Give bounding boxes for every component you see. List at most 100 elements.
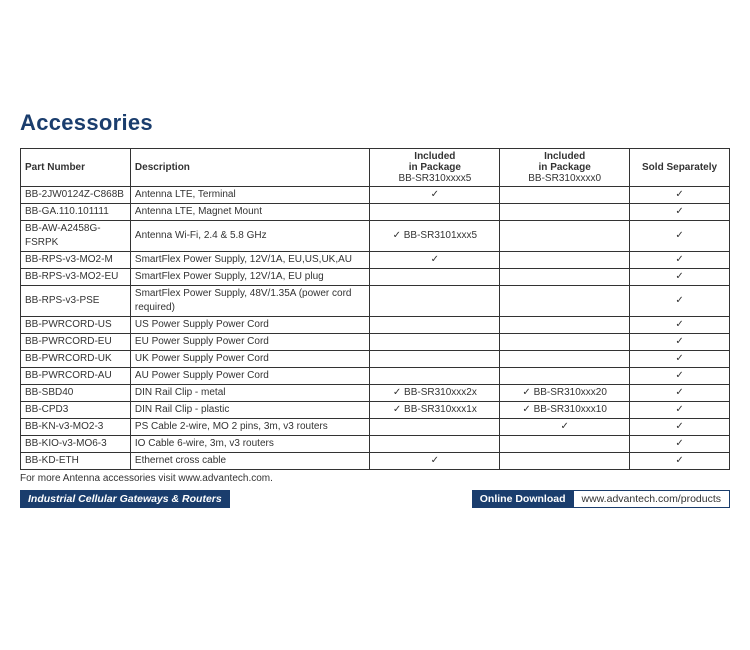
header-pkg5: Included in Package BB-SR310xxxx5 <box>370 149 500 187</box>
cell-description: Ethernet cross cable <box>130 453 370 470</box>
footer-left: Industrial Cellular Gateways & Routers <box>20 490 230 508</box>
table-row: BB-RPS-v3-MO2-MSmartFlex Power Supply, 1… <box>21 252 730 269</box>
cell-description: AU Power Supply Power Cord <box>130 368 370 385</box>
cell-part-number: BB-KD-ETH <box>21 453 131 470</box>
cell-sold: ✓ <box>630 453 730 470</box>
cell-sold: ✓ <box>630 204 730 221</box>
accessories-table: Part Number Description Included in Pack… <box>20 148 730 470</box>
table-row: BB-PWRCORD-AUAU Power Supply Power Cord ✓ <box>21 368 730 385</box>
cell-pkg5 <box>370 351 500 368</box>
cell-sold: ✓ <box>630 252 730 269</box>
header-description: Description <box>130 149 370 187</box>
cell-pkg0: ✓ BB-SR310xxx10 <box>500 402 630 419</box>
table-row: BB-KN-v3-MO2-3PS Cable 2-wire, MO 2 pins… <box>21 419 730 436</box>
cell-description: IO Cable 6-wire, 3m, v3 routers <box>130 436 370 453</box>
cell-part-number: BB-KN-v3-MO2-3 <box>21 419 131 436</box>
cell-pkg0 <box>500 269 630 286</box>
cell-sold: ✓ <box>630 385 730 402</box>
cell-part-number: BB-2JW0124Z-C868B <box>21 187 131 204</box>
cell-pkg5: ✓ BB-SR3101xxx5 <box>370 221 500 252</box>
cell-sold: ✓ <box>630 436 730 453</box>
cell-description: DIN Rail Clip - plastic <box>130 402 370 419</box>
cell-description: Antenna LTE, Terminal <box>130 187 370 204</box>
cell-pkg5 <box>370 317 500 334</box>
table-row: BB-KD-ETHEthernet cross cable✓✓ <box>21 453 730 470</box>
cell-sold: ✓ <box>630 351 730 368</box>
cell-pkg5 <box>370 436 500 453</box>
cell-description: DIN Rail Clip - metal <box>130 385 370 402</box>
cell-pkg5 <box>370 286 500 317</box>
cell-pkg0: ✓ <box>500 419 630 436</box>
table-row: BB-SBD40DIN Rail Clip - metal✓ BB-SR310x… <box>21 385 730 402</box>
footnote: For more Antenna accessories visit www.a… <box>20 473 730 484</box>
cell-pkg5 <box>370 334 500 351</box>
cell-part-number: BB-RPS-v3-PSE <box>21 286 131 317</box>
cell-pkg5: ✓ BB-SR310xxx1x <box>370 402 500 419</box>
cell-description: US Power Supply Power Cord <box>130 317 370 334</box>
footer-bar: Industrial Cellular Gateways & Routers O… <box>20 490 730 508</box>
cell-pkg0 <box>500 221 630 252</box>
table-row: BB-RPS-v3-MO2-EUSmartFlex Power Supply, … <box>21 269 730 286</box>
cell-part-number: BB-CPD3 <box>21 402 131 419</box>
table-row: BB-RPS-v3-PSESmartFlex Power Supply, 48V… <box>21 286 730 317</box>
cell-pkg0 <box>500 334 630 351</box>
cell-pkg0 <box>500 187 630 204</box>
header-pkg5-line2: in Package <box>409 162 461 173</box>
cell-description: EU Power Supply Power Cord <box>130 334 370 351</box>
cell-pkg5: ✓ <box>370 252 500 269</box>
cell-pkg5 <box>370 419 500 436</box>
cell-sold: ✓ <box>630 187 730 204</box>
cell-part-number: BB-PWRCORD-UK <box>21 351 131 368</box>
cell-pkg5 <box>370 269 500 286</box>
cell-description: SmartFlex Power Supply, 12V/1A, EU plug <box>130 269 370 286</box>
cell-part-number: BB-RPS-v3-MO2-M <box>21 252 131 269</box>
table-row: BB-PWRCORD-EUEU Power Supply Power Cord ✓ <box>21 334 730 351</box>
cell-pkg5 <box>370 368 500 385</box>
cell-description: SmartFlex Power Supply, 48V/1.35A (power… <box>130 286 370 317</box>
cell-description: UK Power Supply Power Cord <box>130 351 370 368</box>
cell-description: Antenna LTE, Magnet Mount <box>130 204 370 221</box>
footer-gap <box>230 490 472 508</box>
table-row: BB-KIO-v3-MO6-3IO Cable 6-wire, 3m, v3 r… <box>21 436 730 453</box>
header-pkg5-line3: BB-SR310xxxx5 <box>374 173 495 184</box>
cell-sold: ✓ <box>630 317 730 334</box>
cell-sold: ✓ <box>630 221 730 252</box>
cell-pkg5: ✓ BB-SR310xxx2x <box>370 385 500 402</box>
cell-sold: ✓ <box>630 402 730 419</box>
cell-part-number: BB-RPS-v3-MO2-EU <box>21 269 131 286</box>
section-title: Accessories <box>20 110 730 136</box>
cell-description: Antenna Wi-Fi, 2.4 & 5.8 GHz <box>130 221 370 252</box>
header-part-number: Part Number <box>21 149 131 187</box>
footer-mid: Online Download <box>472 490 574 508</box>
cell-pkg0 <box>500 351 630 368</box>
cell-pkg0 <box>500 286 630 317</box>
header-pkg0: Included in Package BB-SR310xxxx0 <box>500 149 630 187</box>
cell-sold: ✓ <box>630 419 730 436</box>
cell-sold: ✓ <box>630 286 730 317</box>
cell-part-number: BB-PWRCORD-AU <box>21 368 131 385</box>
table-row: BB-PWRCORD-UKUK Power Supply Power Cord ✓ <box>21 351 730 368</box>
cell-pkg0 <box>500 436 630 453</box>
footer-right: www.advantech.com/products <box>574 490 730 508</box>
cell-sold: ✓ <box>630 334 730 351</box>
cell-pkg5 <box>370 204 500 221</box>
cell-pkg0 <box>500 368 630 385</box>
table-row: BB-AW-A2458G-FSRPKAntenna Wi-Fi, 2.4 & 5… <box>21 221 730 252</box>
table-row: BB-GA.110.101111Antenna LTE, Magnet Moun… <box>21 204 730 221</box>
table-body: BB-2JW0124Z-C868BAntenna LTE, Terminal✓✓… <box>21 187 730 470</box>
cell-pkg0 <box>500 317 630 334</box>
header-pkg0-line2: in Package <box>539 162 591 173</box>
cell-part-number: BB-PWRCORD-EU <box>21 334 131 351</box>
table-row: BB-2JW0124Z-C868BAntenna LTE, Terminal✓✓ <box>21 187 730 204</box>
cell-sold: ✓ <box>630 368 730 385</box>
cell-sold: ✓ <box>630 269 730 286</box>
cell-pkg0: ✓ BB-SR310xxx20 <box>500 385 630 402</box>
table-row: BB-CPD3DIN Rail Clip - plastic✓ BB-SR310… <box>21 402 730 419</box>
cell-part-number: BB-AW-A2458G-FSRPK <box>21 221 131 252</box>
header-pkg0-line3: BB-SR310xxxx0 <box>504 173 625 184</box>
cell-pkg5: ✓ <box>370 187 500 204</box>
header-sold: Sold Separately <box>630 149 730 187</box>
cell-pkg0 <box>500 204 630 221</box>
cell-pkg0 <box>500 252 630 269</box>
header-pkg0-line1: Included <box>544 151 585 162</box>
